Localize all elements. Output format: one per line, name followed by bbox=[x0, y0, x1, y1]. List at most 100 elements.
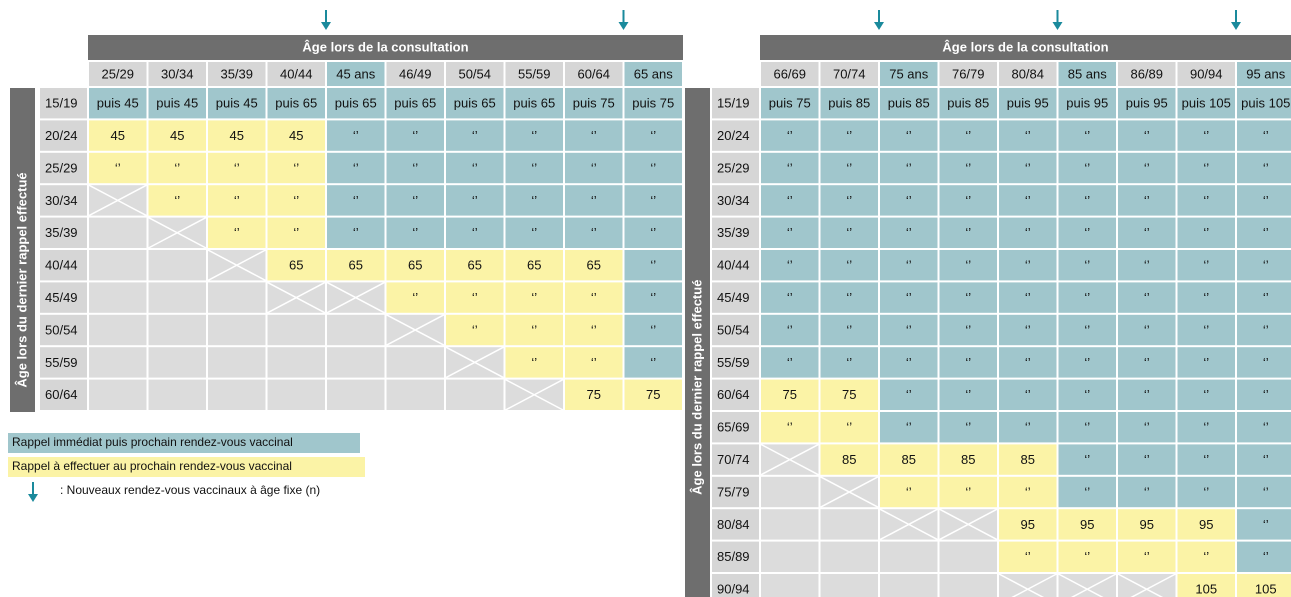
cell-text: ‘’ bbox=[1203, 290, 1209, 305]
side-label: Âge lors du dernier rappel effectué bbox=[689, 280, 704, 495]
cell bbox=[939, 347, 997, 378]
cell bbox=[327, 185, 385, 216]
cell bbox=[880, 444, 938, 475]
cell bbox=[446, 250, 504, 281]
cell-text: ‘’ bbox=[472, 225, 478, 240]
cell bbox=[1058, 412, 1116, 443]
cell bbox=[89, 250, 147, 281]
cell-text: ‘’ bbox=[1203, 387, 1209, 402]
cell-text: ‘’ bbox=[1084, 452, 1090, 467]
row-label: 20/24 bbox=[45, 128, 78, 143]
cell bbox=[1237, 217, 1291, 248]
cell-text: ‘’ bbox=[1263, 290, 1269, 305]
cell-text: ‘’ bbox=[965, 193, 971, 208]
cell-text: ‘’ bbox=[1203, 355, 1209, 370]
cell-text: ‘’ bbox=[965, 484, 971, 499]
column-header bbox=[446, 62, 504, 86]
cell bbox=[999, 476, 1057, 508]
cell-text: ‘’ bbox=[412, 290, 418, 305]
legend-swatch bbox=[8, 457, 365, 477]
cell bbox=[1177, 185, 1235, 216]
cell-text: ‘’ bbox=[1025, 290, 1031, 305]
row-label: 55/59 bbox=[717, 355, 750, 370]
cell bbox=[89, 379, 147, 410]
cell-text: ‘’ bbox=[1144, 420, 1150, 435]
cell-text: ‘’ bbox=[591, 160, 597, 175]
cell bbox=[386, 185, 444, 216]
column-label: 65 ans bbox=[634, 66, 674, 81]
cell bbox=[327, 379, 385, 410]
cell-text: ‘’ bbox=[650, 128, 656, 143]
cell bbox=[1058, 347, 1116, 378]
cell-text: 65 bbox=[587, 258, 601, 273]
cell bbox=[267, 152, 325, 184]
row-header bbox=[712, 152, 759, 184]
cell-text: ‘’ bbox=[1263, 517, 1269, 532]
cross-line bbox=[326, 281, 385, 314]
cell bbox=[1058, 88, 1116, 119]
row-label: 35/39 bbox=[45, 225, 78, 240]
cell-text: ‘’ bbox=[1144, 128, 1150, 143]
cell bbox=[999, 185, 1057, 216]
cell bbox=[565, 282, 623, 313]
cell-text: ‘’ bbox=[1263, 549, 1269, 564]
arrow-head bbox=[618, 22, 629, 30]
cell-text: ‘’ bbox=[787, 355, 793, 370]
cell bbox=[148, 379, 206, 410]
cell-text: ‘’ bbox=[965, 225, 971, 240]
cell bbox=[761, 509, 819, 540]
column-header bbox=[327, 62, 385, 86]
cell-text: ‘’ bbox=[965, 258, 971, 273]
column-header bbox=[1058, 62, 1116, 86]
cell bbox=[89, 152, 147, 184]
cell-text: ‘’ bbox=[787, 128, 793, 143]
cell bbox=[148, 314, 206, 346]
cell bbox=[880, 120, 938, 151]
cell bbox=[1058, 379, 1116, 410]
cross-line bbox=[88, 184, 147, 217]
cell-text: ‘’ bbox=[1084, 290, 1090, 305]
cell-text: puis 105 bbox=[1241, 96, 1290, 111]
cell bbox=[939, 412, 997, 443]
cell bbox=[505, 314, 563, 346]
cell bbox=[624, 282, 682, 313]
cell-text: ‘’ bbox=[1263, 355, 1269, 370]
column-label: 80/84 bbox=[1011, 66, 1044, 81]
cell bbox=[505, 250, 563, 281]
row-header bbox=[712, 314, 759, 346]
row-header bbox=[40, 347, 87, 378]
cross-line bbox=[386, 314, 445, 346]
row-header bbox=[712, 541, 759, 572]
row-label: 40/44 bbox=[717, 258, 750, 273]
cell bbox=[267, 217, 325, 248]
cell-text: puis 85 bbox=[828, 96, 870, 111]
cell-text: ‘’ bbox=[650, 193, 656, 208]
cell-text: ‘’ bbox=[1203, 452, 1209, 467]
cell bbox=[1118, 444, 1176, 475]
side-strip bbox=[685, 88, 710, 597]
cell bbox=[386, 217, 444, 248]
cell bbox=[761, 250, 819, 281]
column-header bbox=[820, 62, 878, 86]
cell bbox=[999, 217, 1057, 248]
cell-text: ‘’ bbox=[846, 322, 852, 337]
cell bbox=[624, 185, 682, 216]
cell bbox=[624, 347, 682, 378]
cell-text: 95 bbox=[1199, 517, 1213, 532]
cell-text: ‘’ bbox=[293, 160, 299, 175]
cell bbox=[327, 152, 385, 184]
cell bbox=[505, 88, 563, 119]
cell bbox=[999, 282, 1057, 313]
cell-text: puis 95 bbox=[1126, 96, 1168, 111]
cell bbox=[761, 574, 819, 597]
column-header bbox=[148, 62, 206, 86]
cell bbox=[1237, 185, 1291, 216]
cell-text: ‘’ bbox=[1203, 484, 1209, 499]
row-label: 30/34 bbox=[717, 193, 750, 208]
cell bbox=[208, 314, 266, 346]
cell bbox=[1177, 282, 1235, 313]
cell bbox=[939, 217, 997, 248]
cell-text: 75 bbox=[783, 387, 797, 402]
cell bbox=[267, 88, 325, 119]
cell bbox=[761, 412, 819, 443]
